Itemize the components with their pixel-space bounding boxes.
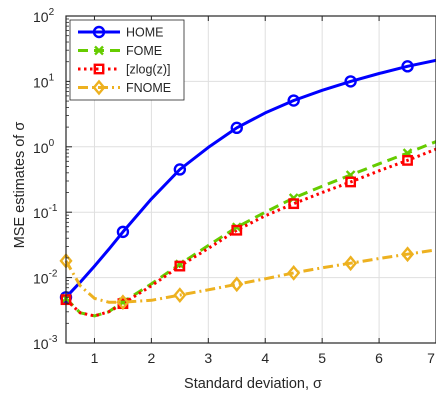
legend-marker-0: [92, 25, 106, 39]
legend-marker-1: [94, 45, 104, 56]
y-tick-label: 10-2: [33, 269, 58, 287]
series-3-point: [230, 276, 244, 293]
series-0-point: [287, 94, 300, 107]
x-tick-label: 1: [91, 350, 99, 366]
series-2-point: [345, 176, 357, 188]
legend-label-1: FOME: [126, 44, 162, 58]
x-tick-label: 3: [204, 350, 212, 366]
series-3-point: [287, 265, 301, 281]
legend-marker-3: [92, 79, 106, 96]
x-tick-label: 4: [261, 350, 269, 366]
series-3-point: [116, 294, 130, 311]
series-0-point: [344, 75, 357, 88]
legend-label-0: HOME: [126, 26, 164, 40]
legend-label-2: [zlog(z)]: [126, 63, 170, 77]
x-tick-label: 2: [147, 350, 155, 366]
series-line-3: [64, 248, 436, 304]
series-line-0: [64, 58, 436, 299]
series-3-point: [173, 287, 187, 303]
series-3-point: [400, 246, 415, 263]
legend-marker-2: [93, 63, 105, 75]
legend: HOME FOME [zlog(z)] FNOME: [69, 19, 185, 101]
y-tick-label: 101: [33, 72, 55, 90]
series-2-point: [174, 260, 186, 272]
series-0-point: [116, 225, 130, 239]
y-tick-label: 10-1: [33, 203, 58, 221]
plot-frame: [65, 15, 436, 344]
series-2-point: [231, 224, 243, 236]
series-2-point: [288, 198, 300, 210]
y-tick-label: 10-3: [33, 334, 58, 352]
series-lines: [59, 58, 436, 318]
series-3-point: [344, 255, 358, 272]
x-tick-label: 7: [427, 350, 435, 366]
series-0-point: [230, 121, 243, 135]
series-line-1: [64, 140, 436, 318]
x-axis-label: Standard deviation, σ: [184, 376, 322, 391]
series-0-point: [401, 60, 414, 73]
y-tick-label: 102: [33, 7, 55, 25]
y-axis-label: MSE estimates of σ: [12, 122, 28, 249]
legend-label-3: FNOME: [126, 81, 171, 95]
series-2-point: [402, 154, 413, 166]
y-tick-label: 100: [33, 138, 55, 156]
series-0-point: [173, 163, 187, 176]
x-tick-label: 5: [318, 350, 326, 366]
x-tick-label: 6: [375, 350, 383, 366]
